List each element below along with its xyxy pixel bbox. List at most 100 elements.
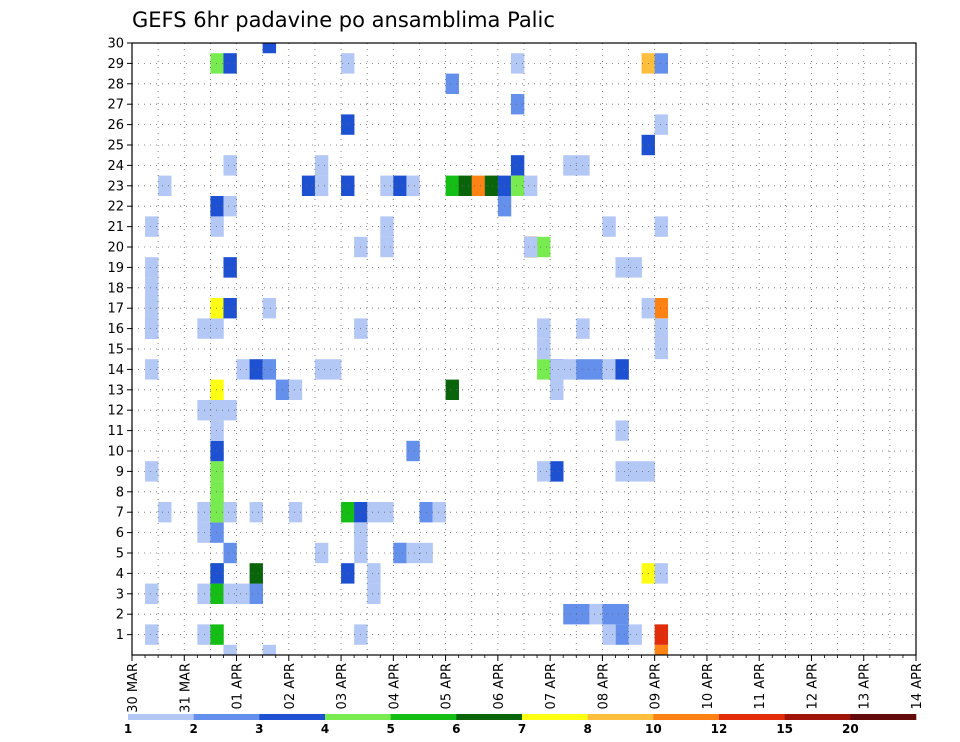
precip-cell <box>393 542 407 564</box>
legend-swatch <box>784 714 851 720</box>
legend-swatch <box>719 714 785 720</box>
precip-cell <box>615 359 629 380</box>
precip-cell <box>537 236 551 258</box>
precip-cell <box>210 481 224 502</box>
precip-cell <box>145 318 159 339</box>
y-tick-label: 7 <box>116 506 124 521</box>
precip-cell <box>367 502 381 523</box>
precip-cell <box>145 461 159 482</box>
legend-swatch <box>587 714 654 720</box>
precip-cell <box>223 583 237 604</box>
precip-cell <box>314 155 329 176</box>
precip-cell <box>524 175 538 196</box>
y-tick-label: 9 <box>116 465 124 480</box>
precip-cell <box>341 53 355 74</box>
legend-label: 10 <box>645 722 662 736</box>
precip-cell <box>654 53 669 74</box>
y-tick-label: 1 <box>116 628 124 643</box>
precip-cell <box>210 196 224 217</box>
precip-cell <box>563 155 577 176</box>
y-tick-label: 27 <box>107 98 124 113</box>
precip-cell <box>210 400 224 421</box>
precip-cell <box>262 43 277 54</box>
y-tick-label: 30 <box>107 37 124 52</box>
precip-cell <box>524 236 538 258</box>
precip-cell <box>537 338 551 360</box>
precip-cell <box>654 338 669 360</box>
precip-cell <box>510 175 525 196</box>
precip-cell <box>210 318 224 339</box>
precip-cell <box>406 440 420 462</box>
grid-layer <box>132 42 916 655</box>
x-tick-label: 04 APR <box>387 663 402 709</box>
precip-cell <box>380 502 394 523</box>
precip-cell <box>484 175 499 196</box>
legend-swatch <box>193 714 260 720</box>
precip-cell <box>654 318 669 339</box>
precip-cell <box>628 257 642 278</box>
precip-cell <box>602 359 616 380</box>
y-tick-label: 18 <box>107 281 124 296</box>
precip-cell <box>628 624 642 645</box>
legend-label: 4 <box>321 722 329 736</box>
precip-cell <box>210 420 224 441</box>
precip-cell <box>145 298 159 319</box>
precip-cell <box>341 502 355 523</box>
precip-cell <box>602 604 616 625</box>
y-tick-label: 19 <box>107 261 124 276</box>
precip-cell <box>654 114 669 135</box>
y-tick-label: 10 <box>107 445 124 460</box>
y-tick-label: 17 <box>107 302 124 317</box>
precip-cell <box>654 624 669 645</box>
legend-label: 5 <box>386 722 394 736</box>
precip-cell <box>145 277 159 298</box>
precip-cell <box>223 644 237 655</box>
precip-cell <box>288 379 303 400</box>
precip-cell <box>550 379 564 400</box>
x-tick-label: 01 APR <box>231 663 246 709</box>
y-tick-label: 12 <box>107 404 124 419</box>
y-tick-label: 11 <box>107 424 124 439</box>
precip-cell <box>458 175 473 196</box>
precip-cell <box>615 624 629 645</box>
x-tick-label: 09 APR <box>649 663 664 709</box>
x-axis: 30 MAR 31 MAR 01 APR 02 APR 03 APR 04 APR 05 A… <box>126 655 925 713</box>
precip-cell <box>223 298 237 319</box>
y-tick-label: 21 <box>107 220 124 235</box>
precip-cell <box>145 583 159 604</box>
precip-cell <box>380 175 394 196</box>
legend-swatch <box>325 714 391 720</box>
precip-cell <box>145 257 159 278</box>
legend-swatch <box>128 714 194 720</box>
precip-cell <box>145 359 159 380</box>
chart-title: GEFS 6hr padavine po ansamblima Palic <box>132 8 555 32</box>
y-tick-label: 15 <box>107 343 124 358</box>
legend-label: 3 <box>255 722 263 736</box>
y-tick-label: 26 <box>107 118 124 133</box>
precip-cell <box>210 624 224 645</box>
legend-swatch <box>850 714 917 720</box>
y-tick-label: 6 <box>116 526 124 541</box>
y-tick-label: 14 <box>107 363 124 378</box>
legend-swatch <box>456 714 523 720</box>
x-tick-label: 11 APR <box>753 663 768 709</box>
y-tick-label: 2 <box>116 608 124 623</box>
precip-cell <box>380 216 394 237</box>
precip-cell <box>615 420 629 441</box>
precip-cell <box>380 236 394 258</box>
y-tick-label: 3 <box>116 587 124 602</box>
precip-cell <box>158 175 172 196</box>
precip-cell <box>563 604 577 625</box>
precip-cell <box>615 257 629 278</box>
precip-cell <box>210 522 224 543</box>
y-tick-label: 4 <box>116 567 124 582</box>
precip-cell <box>262 359 277 380</box>
precip-cell <box>328 359 342 380</box>
precip-cell <box>262 298 277 319</box>
x-tick-label: 14 APR <box>910 663 925 709</box>
legend-label: 2 <box>189 722 197 736</box>
cells-layer <box>145 43 669 655</box>
precip-cell <box>510 94 525 115</box>
precip-cell <box>563 359 577 380</box>
x-tick-label: 12 APR <box>805 663 820 709</box>
